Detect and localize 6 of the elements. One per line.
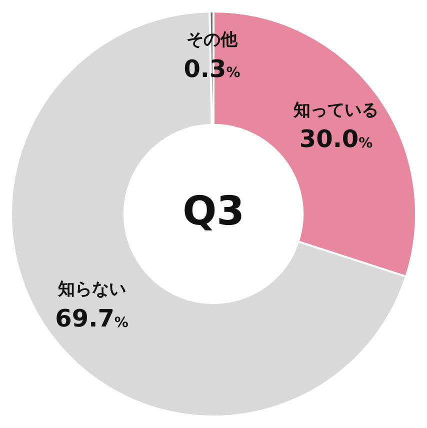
text: Q3 [182, 188, 244, 234]
data-label: 30.0% [299, 125, 373, 154]
data-label: 69.7% [55, 304, 128, 332]
slice-label: 知っている [292, 100, 379, 120]
slice-label: 知らない [56, 280, 126, 300]
data-label: 0.3% [184, 54, 240, 83]
